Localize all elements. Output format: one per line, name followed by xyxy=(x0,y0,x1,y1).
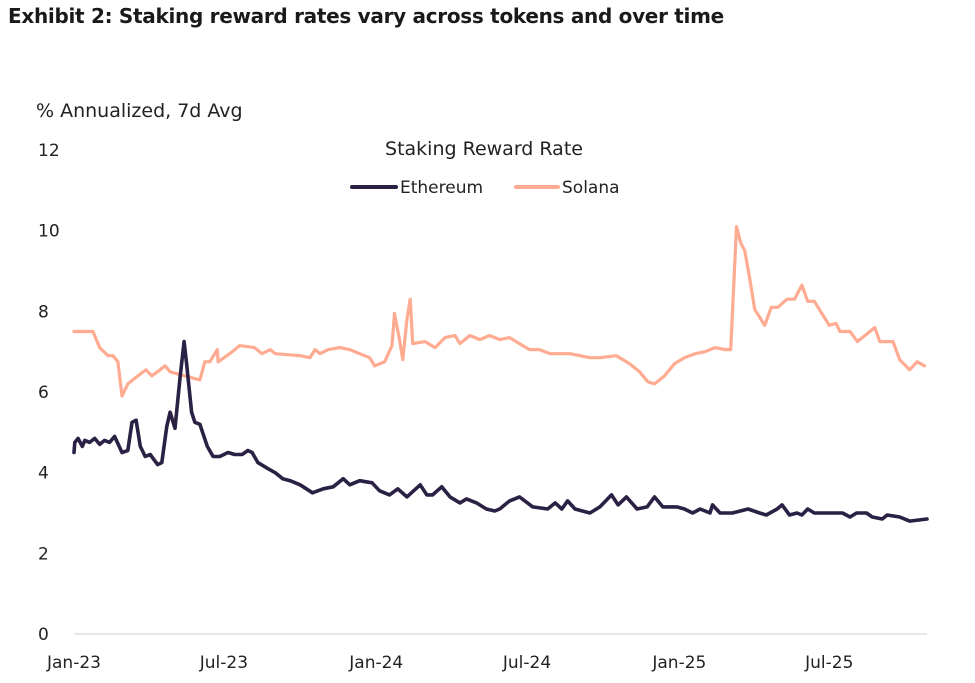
series-line-ethereum xyxy=(72,339,929,523)
x-tick-label: Jan-23 xyxy=(46,653,101,673)
y-axis-label: % Annualized, 7d Avg xyxy=(36,100,243,122)
y-tick-label: 4 xyxy=(38,464,49,484)
x-tick-label: Jul-24 xyxy=(502,653,551,673)
y-tick-label: 8 xyxy=(38,302,49,322)
legend-label-ethereum: Ethereum xyxy=(400,178,483,198)
legend: Ethereum Solana xyxy=(350,178,620,198)
x-tick-label: Jul-23 xyxy=(199,653,248,673)
y-tick-label: 12 xyxy=(38,141,60,161)
exhibit-title: Exhibit 2: Staking reward rates vary acr… xyxy=(8,4,724,28)
y-tick-label: 6 xyxy=(38,383,49,403)
y-tick-label: 10 xyxy=(38,222,60,242)
legend-label-solana: Solana xyxy=(562,178,620,198)
x-tick-label: Jul-25 xyxy=(804,653,853,673)
x-tick-label: Jan-24 xyxy=(348,653,403,673)
y-tick-label: 2 xyxy=(38,544,49,564)
x-tick-label: Jan-25 xyxy=(651,653,706,673)
chart-title: Staking Reward Rate xyxy=(385,138,583,160)
y-tick-label: 0 xyxy=(38,625,49,645)
series-line-solana xyxy=(72,225,927,398)
